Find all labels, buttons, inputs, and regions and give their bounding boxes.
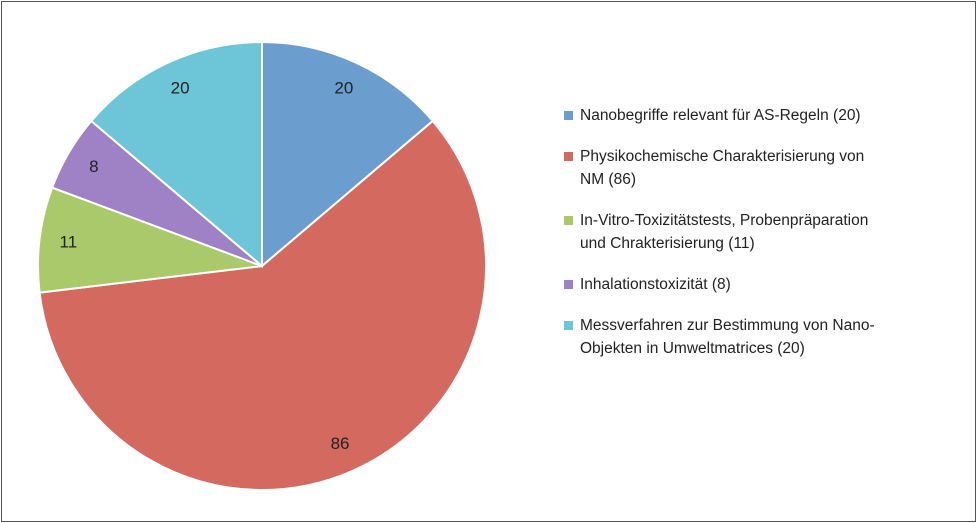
legend-item: Nanobegriffe relevant für AS-Regeln (20)	[560, 104, 890, 127]
legend-label: Nanobegriffe relevant für AS-Regeln (20)	[580, 107, 861, 124]
data-label: 86	[331, 434, 350, 453]
pie-slice	[89, 40, 263, 269]
legend-swatch	[564, 280, 573, 289]
legend: Nanobegriffe relevant für AS-Regeln (20)…	[560, 104, 890, 378]
legend-label: Inhalationstoxizität (8)	[580, 276, 731, 293]
legend-swatch	[564, 216, 573, 225]
data-label: 8	[89, 157, 98, 176]
legend-label: Physikochemische Charakterisierung von N…	[580, 148, 865, 188]
legend-item: Messverfahren zur Bestimmung von Nano-Ob…	[560, 314, 890, 360]
data-label: 11	[60, 232, 78, 251]
legend-label: Messverfahren zur Bestimmung von Nano-Ob…	[580, 317, 875, 357]
legend-item: In-Vitro-Toxizitätstests, Probenpräparat…	[560, 209, 890, 255]
pie-slice	[37, 186, 263, 294]
data-label: 20	[334, 79, 353, 98]
pie-slice	[38, 119, 487, 491]
legend-label: In-Vitro-Toxizitätstests, Probenpräparat…	[580, 212, 869, 252]
legend-item: Physikochemische Charakterisierung von N…	[560, 145, 890, 191]
pie-slice	[261, 40, 435, 269]
legend-swatch	[564, 152, 573, 161]
data-label: 20	[171, 79, 190, 98]
legend-swatch	[564, 111, 573, 120]
legend-swatch	[564, 321, 573, 330]
legend-item: Inhalationstoxizität (8)	[560, 273, 890, 296]
